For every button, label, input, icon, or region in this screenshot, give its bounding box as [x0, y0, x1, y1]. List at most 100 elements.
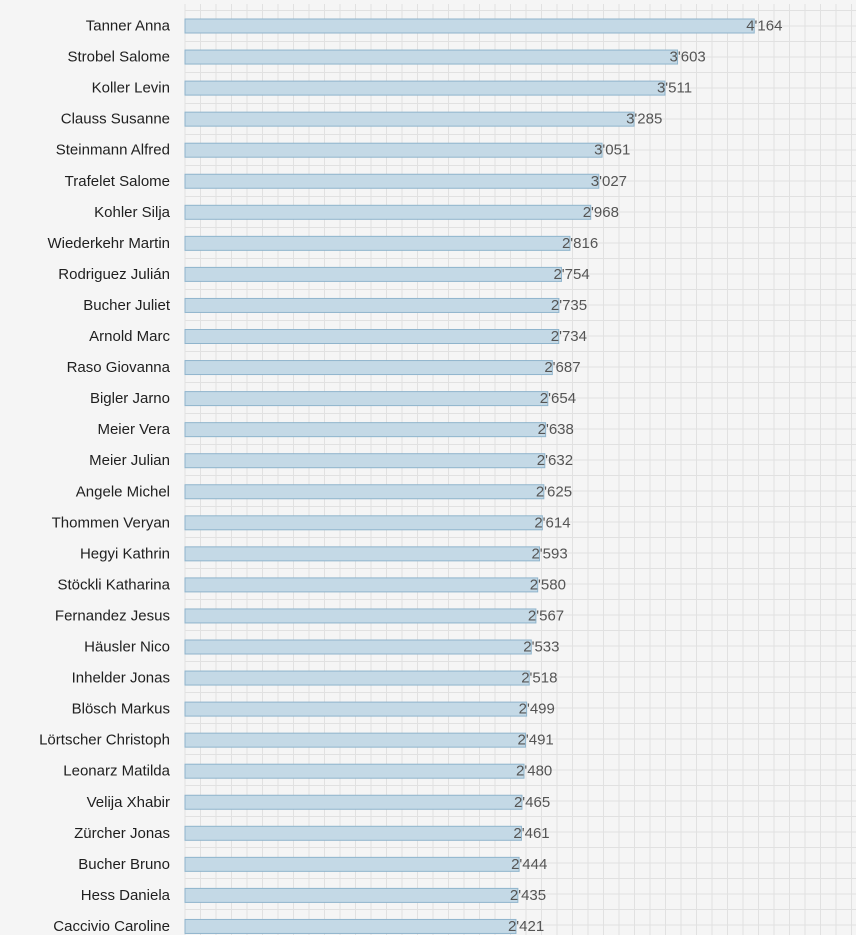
value-label: 3'603 — [670, 49, 706, 66]
bar-row: Strobel Salome 3'603 — [67, 49, 705, 66]
value-label: 2'499 — [519, 701, 555, 718]
bar — [184, 391, 549, 407]
bar-row: Trafelet Salome 3'027 — [65, 173, 627, 190]
bar-row: Häusler Nico 2'533 — [84, 639, 559, 656]
category-label: Bucher Bruno — [78, 856, 170, 873]
bar — [184, 329, 560, 344]
value-label: 2'461 — [513, 825, 549, 842]
bar — [184, 825, 522, 841]
bar-row: Bigler Jarno 2'654 — [90, 390, 576, 407]
category-label: Hegyi Kathrin — [80, 545, 170, 562]
value-label: 2'480 — [516, 763, 552, 780]
bar-row: Steinmann Alfred 3'051 — [56, 142, 631, 159]
category-label: Thommen Veryan — [52, 514, 170, 531]
category-label: Arnold Marc — [89, 328, 170, 345]
bar-row: Meier Julian 2'632 — [89, 452, 573, 469]
category-label: Steinmann Alfred — [56, 142, 170, 159]
category-label: Lörtscher Christoph — [39, 732, 170, 749]
category-label: Velija Xhabir — [87, 794, 170, 811]
bar-row: Thommen Veryan 2'614 — [52, 514, 571, 531]
category-label: Meier Julian — [89, 452, 170, 469]
bar — [184, 577, 539, 593]
category-label: Fernandez Jesus — [55, 607, 170, 624]
bar — [184, 204, 592, 220]
value-label: 2'491 — [518, 732, 554, 749]
value-label: 3'285 — [626, 111, 662, 128]
bar — [184, 794, 523, 810]
bar — [184, 422, 547, 438]
value-label: 2'816 — [562, 235, 598, 252]
bar — [184, 546, 540, 562]
bar-row: Raso Giovanna 2'687 — [67, 359, 581, 376]
bar — [184, 763, 525, 779]
bar-row: Rodriguez Julián 2'754 — [58, 266, 589, 283]
value-label: 2'444 — [511, 856, 547, 873]
bar-row: Wiederkehr Martin 2'816 — [47, 235, 598, 252]
value-label: 2'625 — [536, 483, 572, 500]
category-label: Wiederkehr Martin — [47, 235, 170, 252]
category-label: Stöckli Katharina — [57, 576, 170, 593]
category-label: Angele Michel — [76, 483, 170, 500]
bar-row: Stöckli Katharina 2'580 — [57, 576, 565, 593]
bar — [184, 484, 545, 500]
bar — [184, 918, 517, 934]
bar — [184, 856, 520, 872]
category-label: Häusler Nico — [84, 639, 170, 656]
value-label: 2'567 — [528, 607, 564, 624]
value-label: 2'638 — [538, 421, 574, 438]
category-label: Inhelder Jonas — [72, 670, 170, 687]
category-label: Zürcher Jonas — [74, 825, 170, 842]
value-label: 2'421 — [508, 918, 544, 935]
value-label: 2'614 — [534, 514, 570, 531]
bar-row: Koller Levin 3'511 — [92, 80, 692, 97]
value-label: 2'465 — [514, 794, 550, 811]
bar-row: Bucher Juliet 2'735 — [83, 297, 587, 314]
bar-row: Angele Michel 2'625 — [76, 483, 572, 500]
value-label: 2'734 — [551, 328, 587, 345]
bar-row: Leonarz Matilda 2'480 — [63, 763, 552, 780]
bar-row: Kohler Silja 2'968 — [94, 204, 619, 221]
value-label: 2'654 — [540, 390, 576, 407]
value-label: 3'511 — [657, 80, 692, 97]
bar-row: Inhelder Jonas 2'518 — [72, 670, 558, 687]
category-label: Raso Giovanna — [67, 359, 171, 376]
bar — [184, 732, 527, 748]
value-label: 2'687 — [544, 359, 580, 376]
category-label: Bucher Juliet — [83, 297, 171, 314]
bar — [184, 887, 519, 903]
bar-row: Tanner Anna 4'164 — [86, 18, 783, 35]
bar — [184, 266, 562, 282]
bar-row: Bucher Bruno 2'444 — [78, 856, 547, 873]
bar — [184, 18, 755, 34]
value-label: 3'027 — [591, 173, 627, 190]
value-label: 2'435 — [510, 887, 546, 904]
value-label: 3'051 — [594, 142, 630, 159]
bar-row: Caccivio Caroline 2'421 — [53, 918, 544, 935]
bar-row: Arnold Marc 2'734 — [89, 328, 587, 345]
bar-row: Meier Vera 2'638 — [97, 421, 573, 438]
category-label: Bigler Jarno — [90, 390, 170, 407]
category-label: Blösch Markus — [72, 701, 170, 718]
bar-row: Blösch Markus 2'499 — [72, 701, 555, 718]
bar-row: Clauss Susanne 3'285 — [61, 111, 663, 128]
bar — [184, 639, 532, 655]
value-label: 2'968 — [583, 204, 619, 221]
bar — [184, 701, 528, 717]
category-label: Meier Vera — [97, 421, 170, 438]
bar-row: Zürcher Jonas 2'461 — [74, 825, 550, 842]
category-label: Clauss Susanne — [61, 111, 170, 128]
value-label: 2'580 — [530, 576, 566, 593]
value-label: 2'518 — [521, 670, 557, 687]
value-label: 2'754 — [553, 266, 589, 283]
bar-row: Fernandez Jesus 2'567 — [55, 607, 564, 624]
value-label: 2'735 — [551, 297, 587, 314]
bar — [184, 360, 553, 376]
bar — [184, 111, 635, 127]
bar — [184, 80, 666, 96]
bar — [184, 515, 543, 531]
category-label: Trafelet Salome — [65, 173, 170, 190]
bar — [184, 608, 537, 624]
bar — [184, 670, 530, 686]
bar-row: Hegyi Kathrin 2'593 — [80, 545, 568, 562]
value-label: 4'164 — [746, 18, 782, 35]
